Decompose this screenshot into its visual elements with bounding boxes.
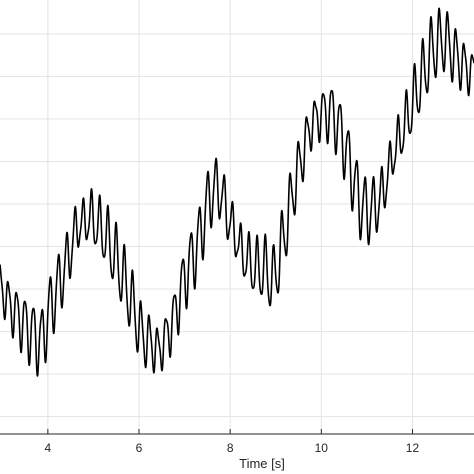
x-ticks: 4 6 8 10 12 [45,429,420,455]
grid-lines [0,0,474,434]
x-tick-label-6: 6 [136,441,143,455]
x-tick-label-10: 10 [315,441,329,455]
x-tick-label-4: 4 [45,441,52,455]
x-tick-label-12: 12 [406,441,420,455]
plot-area [0,0,474,434]
x-tick-label-8: 8 [227,441,234,455]
series-group [0,7,474,377]
series-line-0 [0,7,474,377]
x-axis-label: Time [s] [239,456,285,471]
